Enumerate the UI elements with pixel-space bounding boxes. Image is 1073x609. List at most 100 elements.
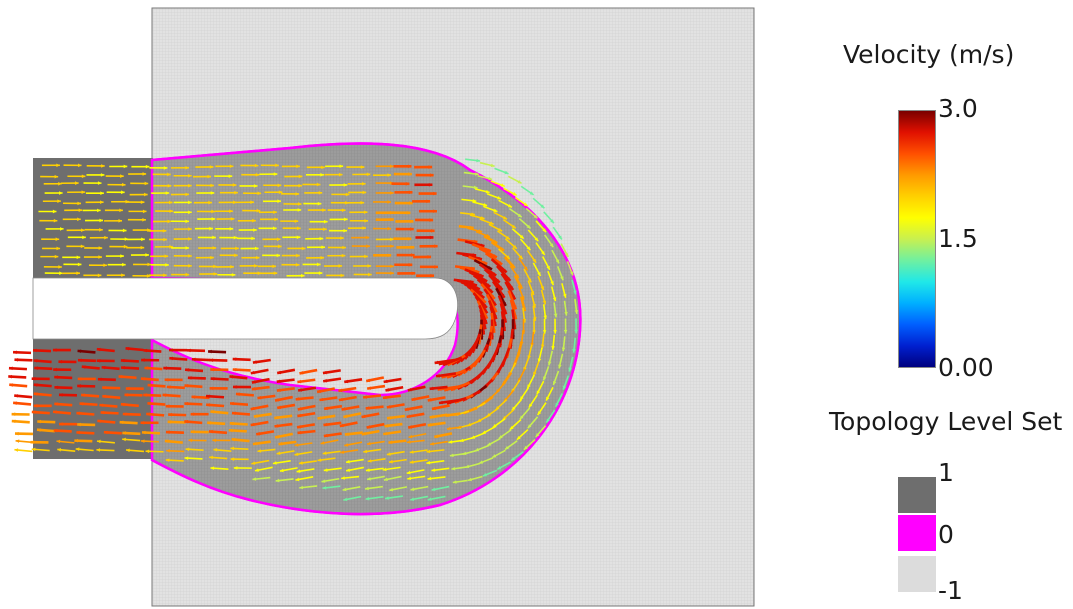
velocity-arrowhead bbox=[100, 410, 105, 415]
velocity-arrowhead bbox=[165, 263, 169, 267]
velocity-arrowhead bbox=[211, 217, 216, 221]
velocity-arrowhead bbox=[553, 313, 558, 318]
velocity-arrowhead bbox=[184, 401, 189, 406]
velocity-arrowhead bbox=[367, 386, 371, 390]
interface-boundary-inner bbox=[151, 339, 456, 397]
velocity-arrowhead bbox=[123, 244, 128, 249]
velocity-arrowhead bbox=[253, 184, 258, 188]
velocity-arrowhead bbox=[275, 163, 279, 168]
velocity-arrowhead bbox=[449, 453, 454, 458]
velocity-arrowhead bbox=[77, 163, 82, 168]
velocity-arrowhead bbox=[410, 245, 415, 250]
interface-boundary bbox=[151, 142, 582, 516]
velocity-arrowhead bbox=[367, 459, 372, 463]
velocity-arrowhead bbox=[144, 192, 148, 197]
velocity-arrowhead bbox=[99, 227, 103, 232]
velocity-arrowhead bbox=[498, 286, 503, 290]
velocity-arrowhead bbox=[569, 271, 574, 276]
velocity-arrowhead bbox=[561, 347, 566, 352]
velocity-arrowhead bbox=[485, 189, 490, 194]
velocity-arrowhead bbox=[274, 424, 279, 428]
velocity-arrowhead bbox=[77, 217, 81, 222]
velocity-arrowhead bbox=[234, 190, 238, 195]
velocity-arrowhead bbox=[213, 264, 217, 269]
velocity-arrowhead bbox=[141, 358, 145, 362]
velocity-arrowhead bbox=[276, 451, 281, 455]
velocity-arrowhead bbox=[102, 394, 107, 399]
velocity-arrowhead bbox=[433, 209, 437, 214]
velocity-arrowhead bbox=[322, 451, 327, 455]
velocity-arrowhead bbox=[121, 190, 125, 195]
velocity-arrowhead bbox=[535, 433, 540, 437]
velocity-arrowhead bbox=[523, 445, 528, 450]
velocity-arrowhead bbox=[298, 174, 303, 179]
topology-label-minus1: -1 bbox=[938, 576, 963, 605]
velocity-arrowhead bbox=[297, 413, 302, 418]
velocity-arrowhead bbox=[493, 239, 498, 244]
velocity-arrowhead bbox=[188, 227, 192, 231]
velocity-arrowhead bbox=[527, 384, 531, 389]
velocity-arrowhead bbox=[563, 329, 568, 334]
velocity-arrowhead bbox=[504, 445, 509, 450]
velocity-arrowhead bbox=[56, 439, 61, 444]
velocity-arrowhead bbox=[507, 203, 512, 208]
velocity-arrowhead bbox=[52, 410, 57, 414]
velocity-arrowhead bbox=[257, 191, 262, 196]
velocity-arrowhead bbox=[212, 235, 216, 240]
velocity-arrowhead bbox=[121, 365, 125, 370]
velocity-arrowhead bbox=[543, 315, 547, 320]
velocity-arrowhead bbox=[407, 476, 412, 481]
velocity-arrowhead bbox=[343, 497, 348, 502]
velocity-arrowhead bbox=[295, 397, 300, 401]
velocity-arrowhead bbox=[56, 163, 60, 168]
velocity-arrowhead bbox=[387, 416, 391, 420]
velocity-arrowhead bbox=[341, 253, 346, 258]
velocity-arrowhead bbox=[57, 199, 61, 203]
velocity-arrowhead bbox=[366, 244, 370, 249]
velocity-arrowhead bbox=[506, 277, 511, 281]
velocity-arrowhead bbox=[519, 415, 524, 420]
velocity-arrowhead bbox=[272, 264, 277, 269]
velocity-arrowhead bbox=[163, 166, 168, 170]
velocity-arrowhead bbox=[144, 366, 149, 370]
velocity-arrowhead bbox=[318, 191, 323, 195]
velocity-arrowhead bbox=[345, 459, 350, 464]
velocity-arrowhead bbox=[252, 360, 257, 364]
velocity-arrowhead bbox=[408, 190, 413, 195]
velocity-arrowhead bbox=[168, 412, 172, 417]
velocity-arrowhead bbox=[188, 237, 192, 241]
velocity-arrowhead bbox=[140, 420, 145, 425]
velocity-arrowhead bbox=[409, 460, 414, 464]
velocity-arrowhead bbox=[495, 278, 500, 283]
velocity-arrowhead bbox=[498, 227, 503, 232]
velocity-arrowhead bbox=[363, 395, 367, 399]
velocity-arrowhead bbox=[14, 448, 19, 452]
velocity-arrowhead bbox=[511, 224, 516, 229]
velocity-arrowhead bbox=[339, 164, 344, 169]
velocity-arrowhead bbox=[140, 376, 145, 381]
velocity-arrowhead bbox=[228, 174, 233, 178]
velocity-arrowhead bbox=[529, 191, 534, 195]
velocity-arrowhead bbox=[97, 419, 102, 423]
velocity-arrowhead bbox=[34, 366, 38, 370]
velocity-arrowhead bbox=[252, 441, 257, 446]
velocity-arrowhead bbox=[119, 420, 124, 425]
velocity-vectors bbox=[8, 158, 579, 502]
velocity-arrowhead bbox=[426, 199, 431, 204]
velocity-arrowhead bbox=[526, 224, 531, 229]
velocity-arrowhead bbox=[13, 401, 17, 405]
velocity-arrowhead bbox=[279, 468, 284, 473]
velocity-arrowhead bbox=[426, 460, 431, 465]
velocity-arrowhead bbox=[411, 253, 415, 257]
velocity-arrowhead bbox=[502, 268, 507, 273]
velocity-arrowhead bbox=[54, 402, 58, 406]
velocity-arrowhead bbox=[427, 497, 432, 501]
velocity-arrowhead bbox=[518, 255, 523, 260]
velocity-arrowhead bbox=[490, 295, 495, 299]
velocity-arrowhead bbox=[273, 210, 277, 214]
velocity-arrowhead bbox=[360, 165, 365, 169]
velocity-arrowhead bbox=[275, 478, 280, 483]
velocity-arrowhead bbox=[486, 248, 491, 252]
velocity-arrowhead bbox=[390, 244, 394, 249]
velocity-arrowhead bbox=[273, 172, 278, 176]
